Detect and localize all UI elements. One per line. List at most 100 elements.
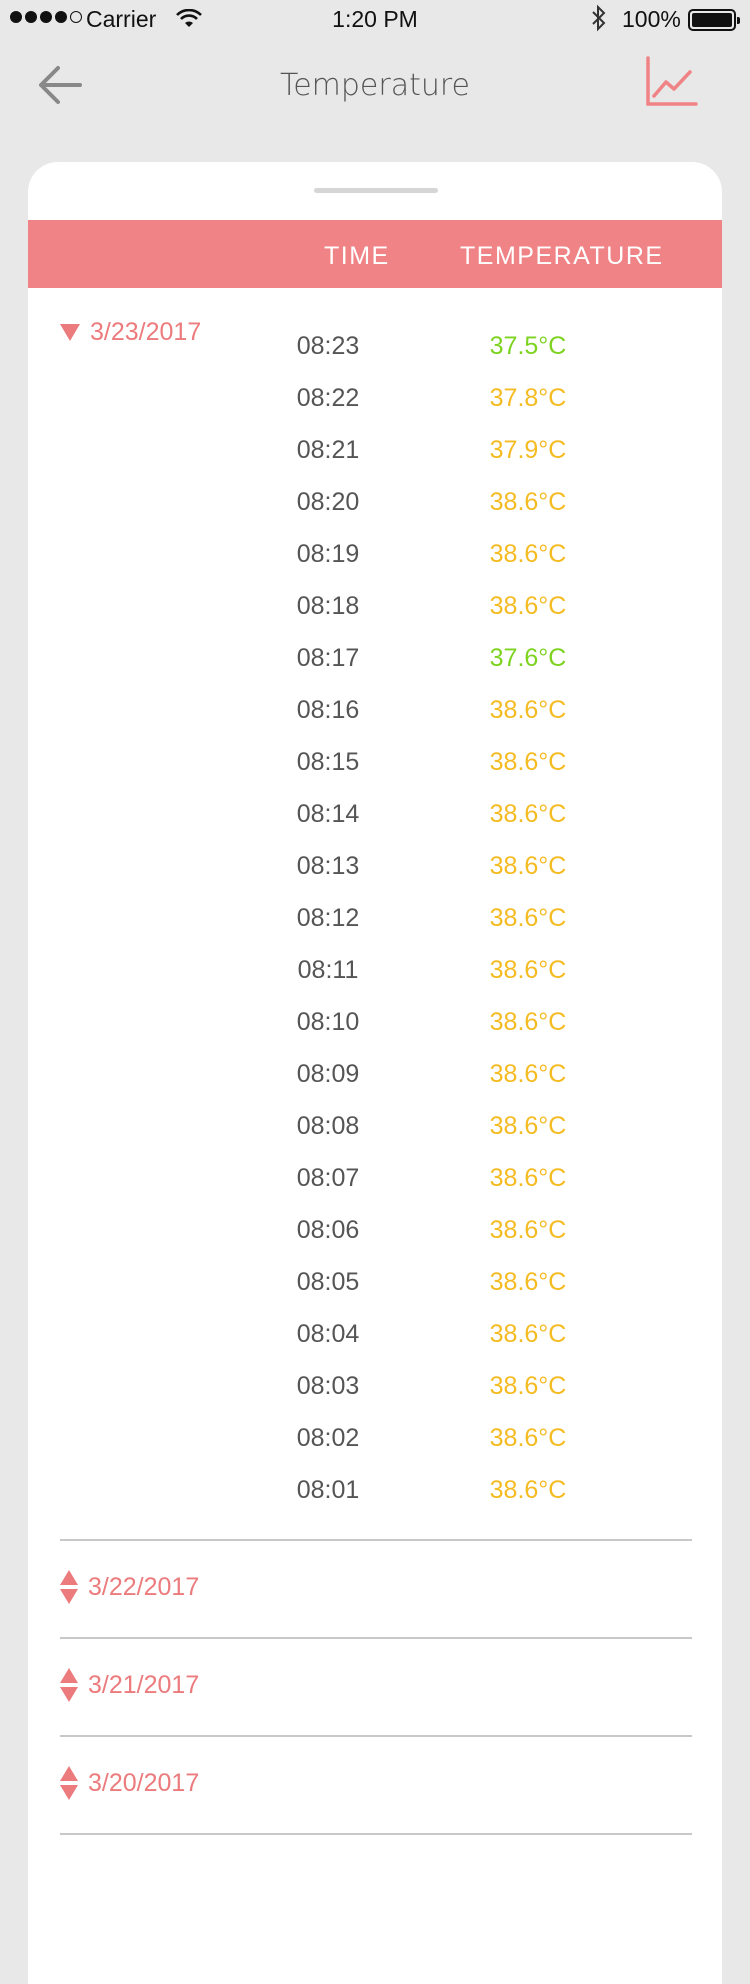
reading-row: 08:15 38.6°C bbox=[28, 740, 722, 792]
reading-time: 08:11 bbox=[297, 956, 359, 984]
column-header-time: TIME bbox=[324, 242, 390, 270]
reading-row: 08:06 38.6°C bbox=[28, 1208, 722, 1260]
divider bbox=[60, 1637, 692, 1639]
reading-time: 08:16 bbox=[296, 696, 360, 724]
divider bbox=[60, 1735, 692, 1737]
reading-time: 08:13 bbox=[296, 852, 360, 880]
reading-time: 08:17 bbox=[296, 644, 360, 672]
reading-row: 08:13 38.6°C bbox=[28, 844, 722, 896]
reading-temperature: 38.6°C bbox=[489, 748, 567, 776]
divider bbox=[60, 1539, 692, 1541]
table-header: TIME TEMPERATURE bbox=[28, 220, 722, 288]
reading-time: 08:01 bbox=[296, 1476, 360, 1504]
reading-temperature: 38.6°C bbox=[489, 1476, 567, 1504]
navigation-bar: Temperature bbox=[0, 40, 750, 130]
reading-time: 08:03 bbox=[296, 1372, 360, 1400]
date-group-label: 3/21/2017 bbox=[88, 1670, 200, 1699]
reading-row: 08:05 38.6°C bbox=[28, 1260, 722, 1312]
reading-row: 08:17 37.6°C bbox=[28, 636, 722, 688]
reading-time: 08:08 bbox=[296, 1112, 360, 1140]
drag-handle[interactable] bbox=[314, 188, 438, 193]
reading-row: 08:22 37.8°C bbox=[28, 376, 722, 428]
reading-row: 08:21 37.9°C bbox=[28, 428, 722, 480]
expand-toggle-icon bbox=[60, 1668, 78, 1702]
readings-list: 08:23 37.5°C 08:22 37.8°C 08:21 37.9°C 08:20 38… bbox=[28, 324, 722, 1520]
reading-row: 08:04 38.6°C bbox=[28, 1312, 722, 1364]
caret-down-icon bbox=[60, 324, 80, 341]
date-group-header[interactable]: 3/22/2017 bbox=[60, 1570, 199, 1604]
date-group-label: 3/20/2017 bbox=[88, 1768, 200, 1797]
date-group-label: 3/23/2017 bbox=[90, 318, 202, 346]
reading-time: 08:20 bbox=[296, 488, 360, 516]
reading-time: 08:05 bbox=[296, 1268, 360, 1296]
reading-time: 08:19 bbox=[296, 540, 360, 568]
line-chart-icon bbox=[646, 56, 698, 106]
date-group-header[interactable]: 3/23/2017 bbox=[60, 318, 201, 347]
reading-temperature: 38.6°C bbox=[489, 1060, 567, 1088]
reading-temperature: 38.6°C bbox=[489, 956, 567, 984]
date-group-header[interactable]: 3/21/2017 bbox=[60, 1668, 199, 1702]
divider bbox=[60, 1833, 692, 1835]
reading-temperature: 38.6°C bbox=[489, 1320, 567, 1348]
reading-row: 08:23 37.5°C bbox=[28, 324, 722, 376]
reading-temperature: 38.6°C bbox=[489, 1112, 567, 1140]
status-bar: Carrier 1:20 PM 100% bbox=[0, 0, 750, 40]
reading-time: 08:22 bbox=[296, 384, 360, 412]
reading-temperature: 37.5°C bbox=[489, 332, 567, 360]
expand-toggle-icon bbox=[60, 1570, 78, 1604]
reading-temperature: 38.6°C bbox=[489, 1008, 567, 1036]
reading-row: 08:07 38.6°C bbox=[28, 1156, 722, 1208]
chart-view-button[interactable] bbox=[644, 56, 698, 108]
reading-temperature: 38.6°C bbox=[489, 904, 567, 932]
temperature-card: TIME TEMPERATURE 3/23/2017 08:23 37.5°C 08… bbox=[28, 162, 722, 1984]
battery-percentage: 100% bbox=[622, 6, 681, 32]
reading-row: 08:10 38.6°C bbox=[28, 1000, 722, 1052]
reading-time: 08:02 bbox=[296, 1424, 360, 1452]
reading-temperature: 38.6°C bbox=[489, 1372, 567, 1400]
reading-temperature: 37.9°C bbox=[489, 436, 567, 464]
clock: 1:20 PM bbox=[332, 6, 418, 32]
reading-time: 08:07 bbox=[296, 1164, 360, 1192]
reading-temperature: 38.6°C bbox=[489, 488, 567, 516]
reading-row: 08:09 38.6°C bbox=[28, 1052, 722, 1104]
reading-time: 08:15 bbox=[296, 748, 360, 776]
reading-time: 08:14 bbox=[296, 800, 360, 828]
reading-temperature: 38.6°C bbox=[489, 1424, 567, 1452]
reading-row: 08:16 38.6°C bbox=[28, 688, 722, 740]
date-group-label: 3/22/2017 bbox=[88, 1572, 200, 1601]
battery-icon bbox=[688, 9, 740, 31]
signal-strength-icon bbox=[10, 11, 82, 23]
carrier-label: Carrier bbox=[86, 6, 157, 32]
date-group-header[interactable]: 3/20/2017 bbox=[60, 1766, 199, 1800]
reading-temperature: 38.6°C bbox=[489, 1164, 567, 1192]
reading-temperature: 37.8°C bbox=[489, 384, 567, 412]
reading-temperature: 38.6°C bbox=[489, 696, 567, 724]
reading-temperature: 38.6°C bbox=[489, 1268, 567, 1296]
column-header-temperature: TEMPERATURE bbox=[460, 242, 664, 270]
back-button[interactable] bbox=[34, 62, 86, 108]
reading-time: 08:06 bbox=[296, 1216, 360, 1244]
reading-row: 08:19 38.6°C bbox=[28, 532, 722, 584]
expand-toggle-icon bbox=[60, 1766, 78, 1800]
reading-temperature: 38.6°C bbox=[489, 540, 567, 568]
reading-time: 08:12 bbox=[296, 904, 360, 932]
reading-temperature: 38.6°C bbox=[489, 800, 567, 828]
reading-row: 08:11 38.6°C bbox=[28, 948, 722, 1000]
reading-row: 08:03 38.6°C bbox=[28, 1364, 722, 1416]
reading-row: 08:12 38.6°C bbox=[28, 896, 722, 948]
reading-temperature: 38.6°C bbox=[489, 592, 567, 620]
wifi-icon bbox=[176, 8, 202, 35]
bluetooth-icon bbox=[590, 4, 608, 38]
reading-time: 08:10 bbox=[296, 1008, 360, 1036]
reading-row: 08:02 38.6°C bbox=[28, 1416, 722, 1468]
page-title: Temperature bbox=[279, 68, 471, 103]
reading-temperature: 38.6°C bbox=[489, 852, 567, 880]
reading-time: 08:04 bbox=[296, 1320, 360, 1348]
reading-row: 08:20 38.6°C bbox=[28, 480, 722, 532]
reading-time: 08:23 bbox=[296, 332, 360, 360]
reading-row: 08:14 38.6°C bbox=[28, 792, 722, 844]
reading-time: 08:18 bbox=[296, 592, 360, 620]
reading-temperature: 38.6°C bbox=[489, 1216, 567, 1244]
reading-time: 08:21 bbox=[296, 436, 360, 464]
reading-row: 08:18 38.6°C bbox=[28, 584, 722, 636]
